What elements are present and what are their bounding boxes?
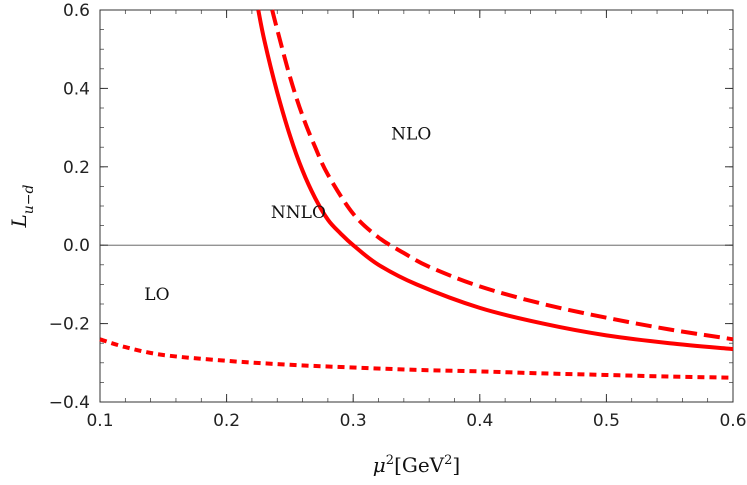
series-line-lo bbox=[99, 337, 734, 380]
y-tick-label: 0.0 bbox=[63, 236, 90, 256]
y-tick-label: 0.6 bbox=[63, 1, 90, 21]
axes: 0.1 0.2 0.3 0.4 0.5 0.6 −0.4 −0.2 0.0 0.2 0.4 0.6 bbox=[49, 1, 747, 431]
series-line-nnlo bbox=[256, 9, 734, 352]
y-tick-label: 0.2 bbox=[63, 158, 90, 178]
series-layer bbox=[99, 9, 734, 380]
x-tick-label: 0.6 bbox=[719, 411, 746, 431]
curve-label-nlo: NLO bbox=[391, 124, 431, 144]
curve-label-lo: LO bbox=[144, 285, 169, 305]
x-tick-label: 0.4 bbox=[466, 411, 493, 431]
y-tick-label: −0.2 bbox=[49, 315, 90, 335]
x-tick-label: 0.5 bbox=[593, 411, 620, 431]
y-tick-label: 0.4 bbox=[63, 79, 90, 99]
x-tick-label: 0.1 bbox=[86, 411, 113, 431]
x-axis-title: μ2[GeV2] bbox=[373, 453, 460, 477]
plot-frame bbox=[99, 9, 734, 403]
series-line-nlo bbox=[270, 9, 734, 342]
x-tick-label: 0.3 bbox=[340, 411, 367, 431]
y-tick-label: −0.4 bbox=[49, 393, 90, 413]
y-axis-title: Lu−d bbox=[7, 184, 37, 228]
annotations: NLO NNLO LO bbox=[144, 124, 431, 305]
curve-label-nnlo: NNLO bbox=[271, 203, 326, 223]
x-tick-label: 0.2 bbox=[213, 411, 240, 431]
